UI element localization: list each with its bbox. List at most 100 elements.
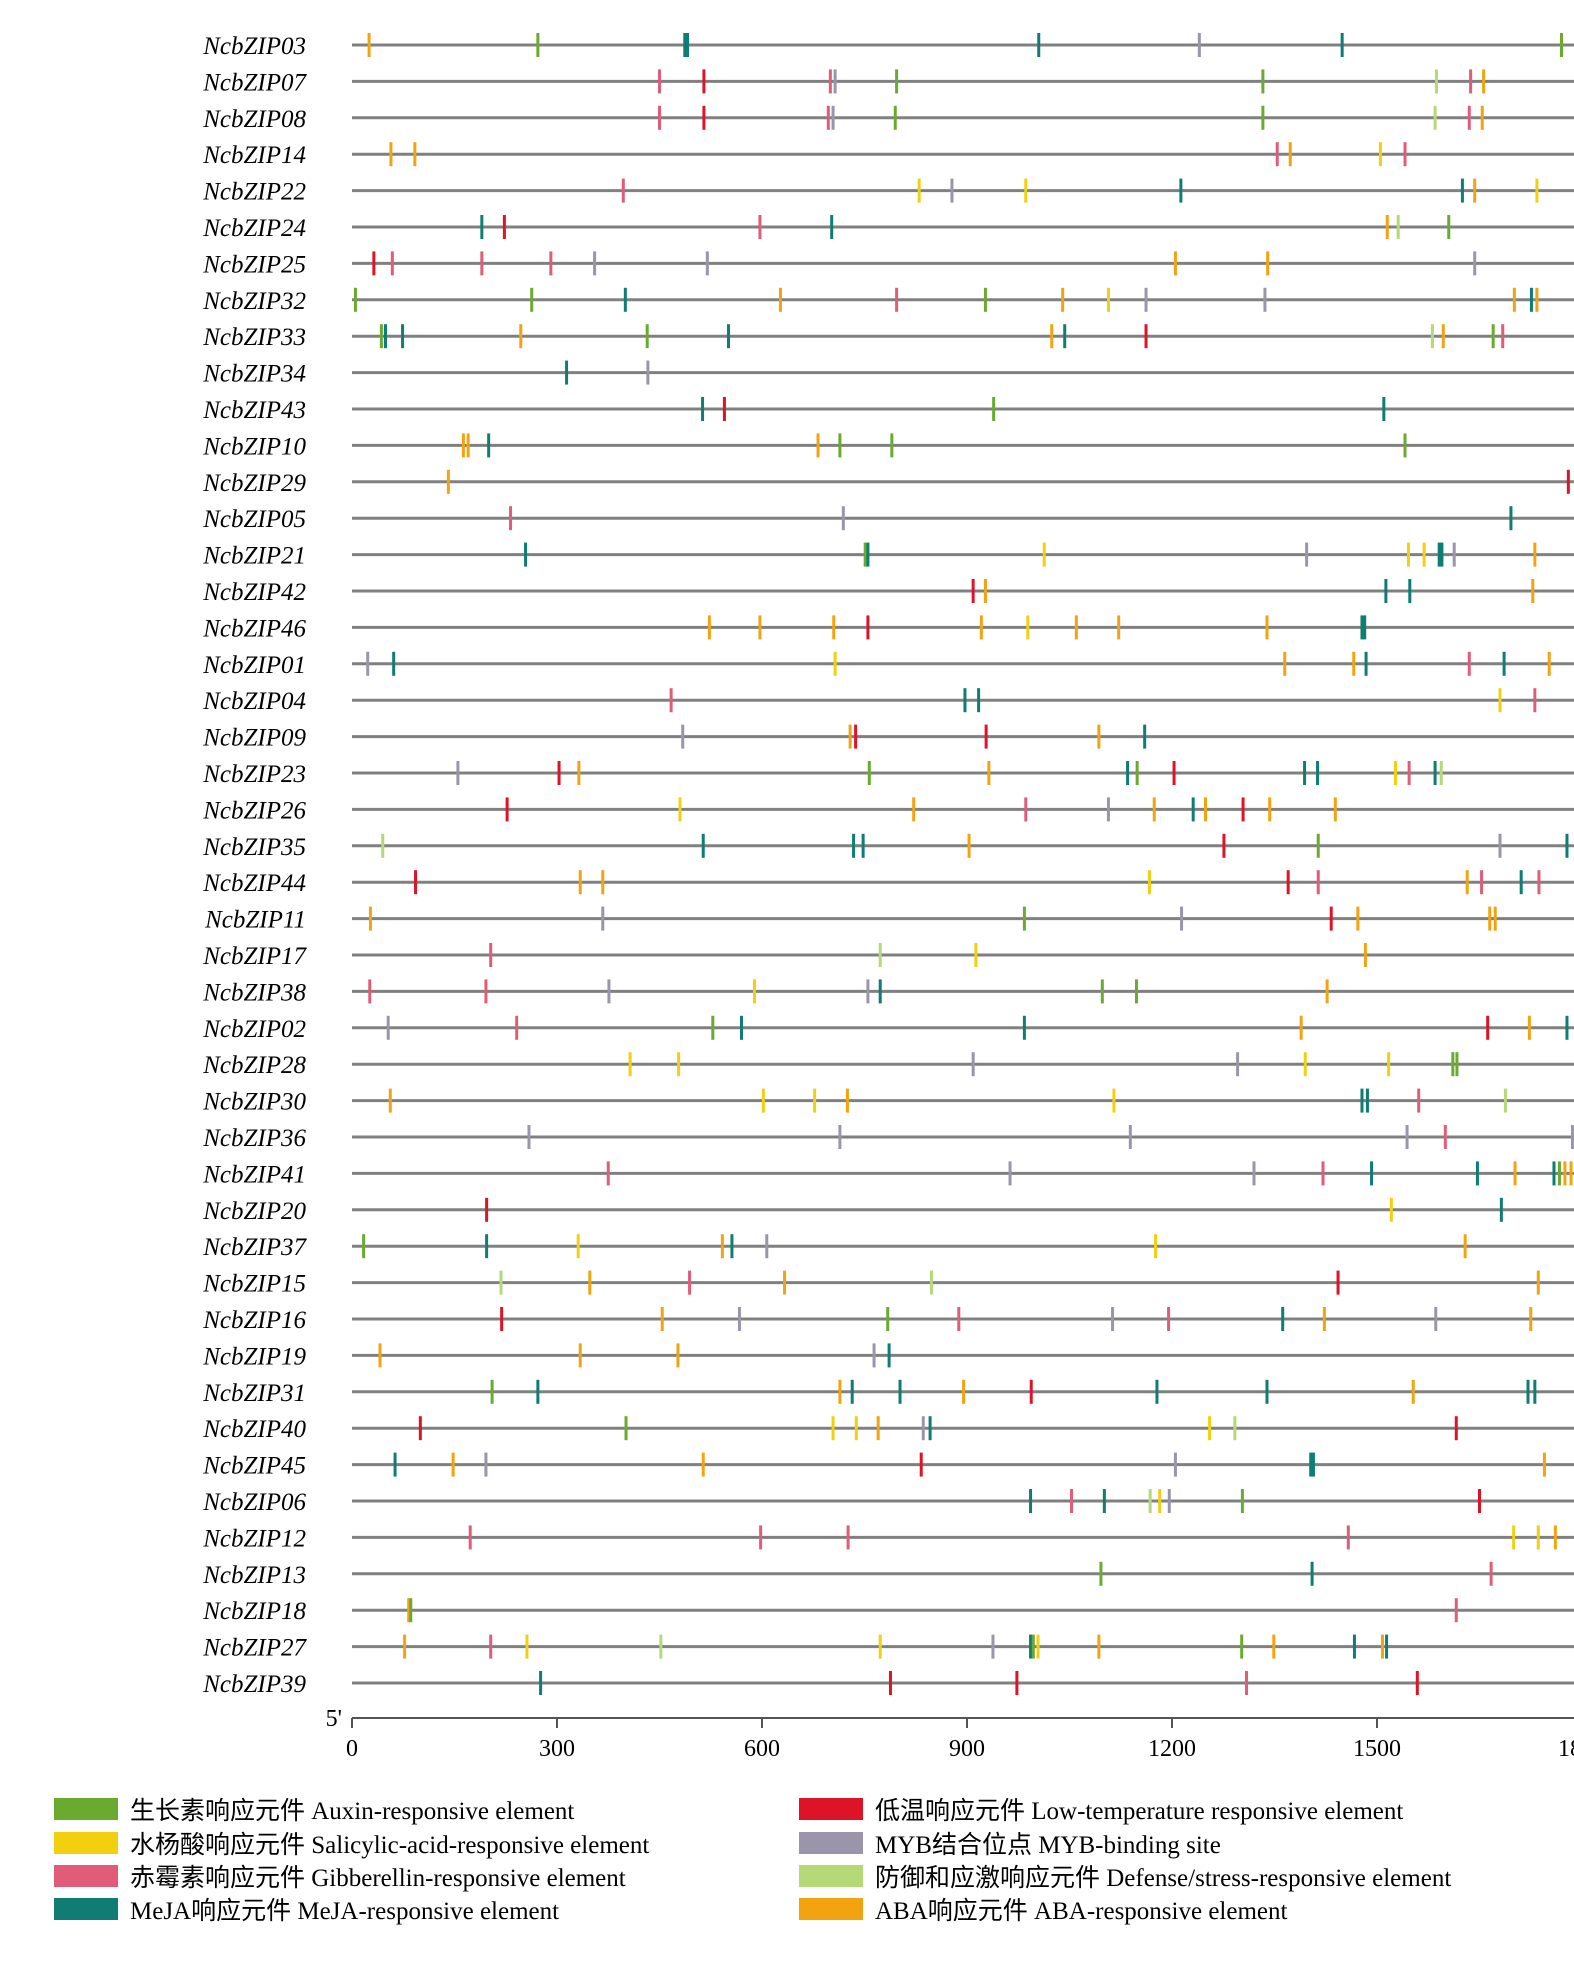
ga-element-mark: [826, 105, 830, 130]
gene-rows: NcbZIP03 NcbZIP07 NcbZIP08 NcbZIP14 NcbZIP22…: [202, 33, 1574, 1698]
sa-element-mark: [1106, 287, 1110, 312]
x-tick-label: 1800: [1558, 1736, 1574, 1762]
legend-swatch: [54, 1798, 118, 1820]
lt-element-mark: [1415, 1671, 1419, 1695]
gene-row: NcbZIP41: [202, 1161, 1574, 1188]
gene-row: NcbZIP42: [202, 579, 1574, 606]
sa-element-mark: [752, 979, 756, 1004]
lt-element-mark: [505, 797, 509, 822]
ga-element-mark: [1321, 1161, 1325, 1186]
myb-element-mark: [607, 979, 611, 1004]
aba-element-mark: [1535, 287, 1539, 312]
sa-element-mark: [917, 178, 921, 203]
meja-element-mark: [1352, 1634, 1356, 1659]
meja-element-mark: [1311, 1452, 1315, 1477]
aba-element-mark: [783, 1270, 787, 1295]
aba-element-mark: [1074, 615, 1078, 640]
gene-label: NcbZIP11: [204, 907, 306, 934]
legend-item-meja: MeJA响应元件 MeJA-responsive element: [54, 1894, 559, 1925]
myb-element-mark: [1570, 1125, 1574, 1149]
defense-element-mark: [499, 1270, 503, 1295]
gene-row: NcbZIP35: [202, 833, 1574, 861]
aba-element-mark: [1463, 1234, 1467, 1259]
gene-label: NcbZIP21: [202, 543, 306, 570]
gene-row: NcbZIP12: [202, 1525, 1574, 1552]
ga-element-mark: [758, 215, 762, 239]
myb-element-mark: [841, 506, 845, 531]
gene-label: NcbZIP04: [202, 688, 306, 715]
myb-element-mark: [1305, 542, 1309, 567]
x-tick-label: 300: [539, 1736, 575, 1762]
gene-label: NcbZIP24: [202, 215, 306, 242]
myb-element-mark: [765, 1234, 769, 1259]
myb-element-mark: [1111, 1307, 1115, 1331]
auxin-element-mark: [1261, 69, 1265, 94]
lt-element-mark: [1566, 469, 1570, 494]
sa-element-mark: [1536, 1525, 1540, 1550]
aba-element-mark: [1266, 251, 1270, 276]
meja-element-mark: [1526, 1379, 1530, 1404]
meja-element-mark: [383, 324, 387, 349]
meja-element-mark: [1437, 542, 1441, 567]
lt-element-mark: [1144, 324, 1148, 349]
auxin-element-mark: [867, 761, 871, 785]
meja-element-mark: [928, 1416, 932, 1441]
aba-element-mark: [367, 33, 371, 57]
aba-element-mark: [1203, 797, 1207, 822]
gene-label: NcbZIP34: [202, 361, 306, 388]
gene-row: NcbZIP44: [202, 870, 1574, 897]
ga-element-mark: [1537, 870, 1541, 895]
auxin-element-mark: [624, 1416, 628, 1441]
meja-element-mark: [1029, 1634, 1033, 1659]
ga-element-mark: [1275, 142, 1279, 167]
auxin-element-mark: [1403, 433, 1407, 458]
aba-element-mark: [967, 833, 971, 858]
aba-element-mark: [876, 1416, 880, 1441]
defense-element-mark: [1433, 105, 1437, 130]
myb-element-mark: [484, 1452, 488, 1477]
sa-element-mark: [678, 797, 682, 822]
gene-row: NcbZIP05: [202, 506, 1574, 533]
sa-element-mark: [1406, 542, 1410, 567]
aba-element-mark: [848, 724, 852, 749]
meja-element-mark: [1155, 1379, 1159, 1404]
aba-element-mark: [1325, 979, 1329, 1004]
lt-element-mark: [854, 724, 858, 749]
gene-label: NcbZIP29: [202, 470, 306, 497]
meja-element-mark: [623, 287, 627, 312]
auxin-element-mark: [1135, 761, 1139, 785]
aba-element-mark: [577, 761, 581, 785]
meja-element-mark: [1310, 1561, 1314, 1586]
ga-element-mark: [846, 1525, 850, 1550]
aba-element-mark: [461, 433, 465, 458]
defense-element-mark: [929, 1270, 933, 1295]
defense-element-mark: [381, 833, 385, 858]
sa-element-mark: [854, 1416, 858, 1441]
myb-element-mark: [1236, 1052, 1240, 1077]
meja-element-mark: [701, 397, 705, 421]
auxin-element-mark: [353, 287, 357, 312]
sa-element-mark: [1422, 542, 1426, 567]
legend-label: 赤霉素响应元件 Gibberellin-responsive element: [130, 1865, 626, 1892]
ga-element-mark: [1467, 651, 1471, 676]
sa-element-mark: [1112, 1088, 1116, 1113]
ga-element-mark: [658, 69, 661, 94]
meja-element-mark: [1191, 797, 1195, 822]
meja-element-mark: [1309, 1452, 1313, 1477]
lt-element-mark: [702, 105, 706, 130]
auxin-element-mark: [992, 397, 996, 421]
sa-element-mark: [1389, 1197, 1393, 1222]
myb-element-mark: [1106, 797, 1110, 822]
gene-row: NcbZIP37: [202, 1234, 1574, 1261]
meja-element-mark: [1460, 178, 1464, 203]
meja-element-mark: [850, 1379, 854, 1404]
aba-element-mark: [1536, 1270, 1540, 1295]
aba-element-mark: [838, 1379, 842, 1404]
meja-element-mark: [1565, 1015, 1569, 1040]
meja-element-mark: [1365, 1088, 1369, 1113]
ga-element-mark: [1407, 761, 1411, 785]
meja-element-mark: [1063, 324, 1067, 349]
lt-element-mark: [414, 870, 418, 895]
meja-element-mark: [1533, 1379, 1537, 1404]
auxin-element-mark: [536, 33, 540, 57]
